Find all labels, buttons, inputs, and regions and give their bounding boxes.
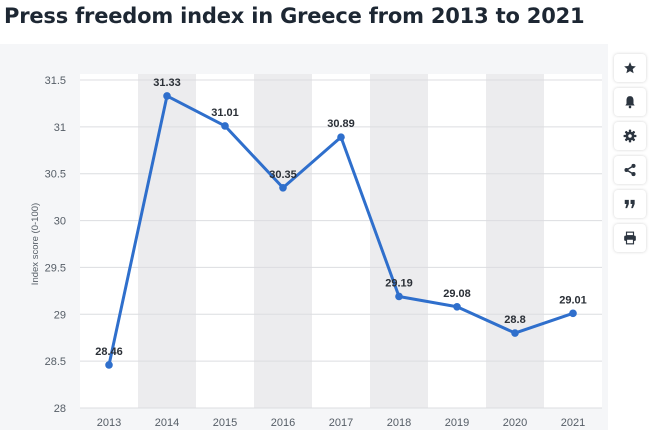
data-label: 31.33 bbox=[153, 77, 181, 89]
data-point bbox=[569, 309, 577, 318]
data-point bbox=[163, 92, 171, 100]
x-tick-label: 2013 bbox=[97, 417, 121, 429]
y-tick-label: 29.5 bbox=[45, 262, 66, 274]
x-tick-label: 2014 bbox=[155, 417, 179, 429]
y-tick-label: 31 bbox=[54, 122, 66, 134]
x-tick-label: 2020 bbox=[503, 417, 527, 429]
data-label: 29.19 bbox=[385, 277, 413, 289]
cite-button[interactable] bbox=[614, 190, 646, 218]
column-band bbox=[138, 74, 196, 408]
data-point bbox=[105, 361, 113, 369]
notify-button[interactable] bbox=[614, 88, 646, 116]
bell-icon bbox=[625, 96, 635, 109]
data-point bbox=[337, 133, 345, 141]
y-tick-label: 31.5 bbox=[45, 75, 66, 87]
data-point bbox=[511, 329, 519, 337]
data-label: 31.01 bbox=[211, 107, 239, 119]
y-axis-label: Index score (0-100) bbox=[30, 203, 41, 285]
print-icon bbox=[624, 231, 636, 245]
data-label: 28.8 bbox=[504, 314, 525, 326]
chart-panel: 28 28.5 29 29.5 30 30.5 31 31.5 2013 2014 2015 2016… bbox=[0, 44, 608, 430]
y-tick-label: 30.5 bbox=[45, 169, 66, 181]
data-label: 29.08 bbox=[443, 288, 471, 300]
column-band bbox=[254, 74, 312, 408]
settings-button[interactable] bbox=[614, 122, 646, 150]
y-tick-label: 28 bbox=[54, 403, 66, 415]
column-band bbox=[486, 74, 544, 408]
data-point bbox=[279, 183, 287, 192]
data-point bbox=[395, 292, 403, 301]
x-tick-label: 2015 bbox=[213, 417, 237, 429]
x-tick-label: 2017 bbox=[329, 417, 353, 429]
page-title: Press freedom index in Greece from 2013 … bbox=[4, 4, 585, 28]
data-label: 29.01 bbox=[559, 294, 587, 306]
print-button[interactable] bbox=[614, 224, 646, 252]
share-icon bbox=[624, 163, 636, 177]
line-chart: 28 28.5 29 29.5 30 30.5 31 31.5 2013 2014 2015 2016… bbox=[30, 74, 602, 429]
data-label: 30.35 bbox=[269, 169, 297, 181]
x-tick-label: 2018 bbox=[387, 417, 411, 429]
favorite-button[interactable] bbox=[614, 54, 646, 82]
x-tick-label: 2016 bbox=[271, 417, 295, 429]
data-point bbox=[221, 122, 229, 130]
quote-icon bbox=[624, 199, 635, 209]
data-label: 28.46 bbox=[95, 346, 123, 358]
data-point bbox=[453, 302, 461, 311]
y-tick-label: 28.5 bbox=[45, 356, 66, 368]
y-tick-label: 30 bbox=[54, 216, 66, 228]
star-icon bbox=[624, 62, 636, 74]
y-tick-label: 29 bbox=[54, 309, 66, 321]
x-tick-label: 2019 bbox=[445, 417, 469, 429]
gear-icon bbox=[623, 129, 637, 143]
data-label: 30.89 bbox=[327, 118, 355, 130]
chart-toolbar bbox=[614, 54, 650, 252]
share-button[interactable] bbox=[614, 156, 646, 184]
x-tick-label: 2021 bbox=[561, 417, 585, 429]
